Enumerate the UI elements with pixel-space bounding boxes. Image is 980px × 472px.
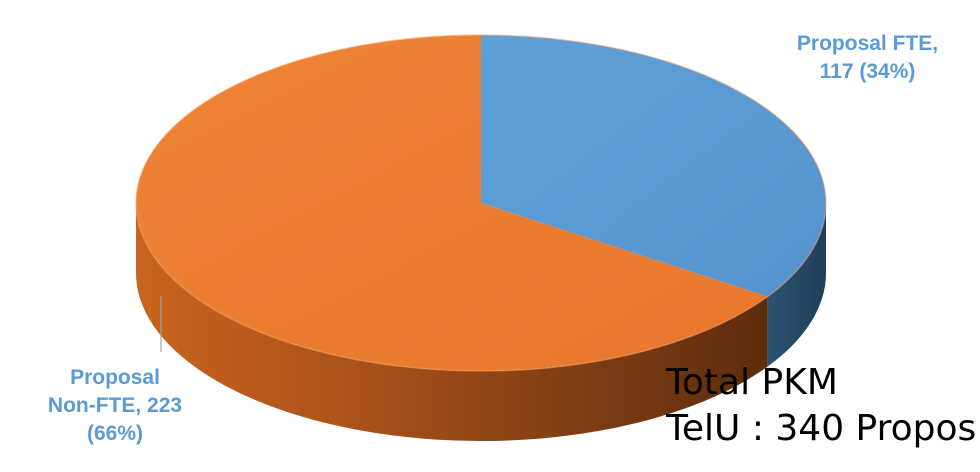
slice-label-fte-line-2: 117 (34%) [819, 60, 916, 83]
slice-label-nonfte: Proposal Non-FTE, 223 (66%) [10, 364, 220, 448]
slice-label-fte-line-1: Proposal FTE, [796, 32, 939, 55]
slice-label-nonfte-line-1: Proposal [70, 366, 160, 389]
pie-slice-proposal-non-fte [135, 35, 768, 371]
slice-label-nonfte-line-3: (66%) [86, 422, 144, 445]
pie-side-proposal-non-fte [136, 203, 768, 441]
total-annotation-line-1: Total PKM [666, 362, 838, 403]
pie-side-proposal-fte [767, 203, 826, 367]
slice-label-fte: Proposal FTE, 117 (34%) [760, 30, 975, 86]
pie-rim [135, 34, 827, 372]
total-annotation: Total PKM TelU : 340 Propos [666, 360, 980, 452]
slice-label-nonfte-line-2: Non-FTE, 223 [47, 394, 183, 417]
pie-slice-proposal-fte [481, 35, 826, 297]
total-annotation-line-2: TelU : 340 Propos [666, 408, 977, 449]
